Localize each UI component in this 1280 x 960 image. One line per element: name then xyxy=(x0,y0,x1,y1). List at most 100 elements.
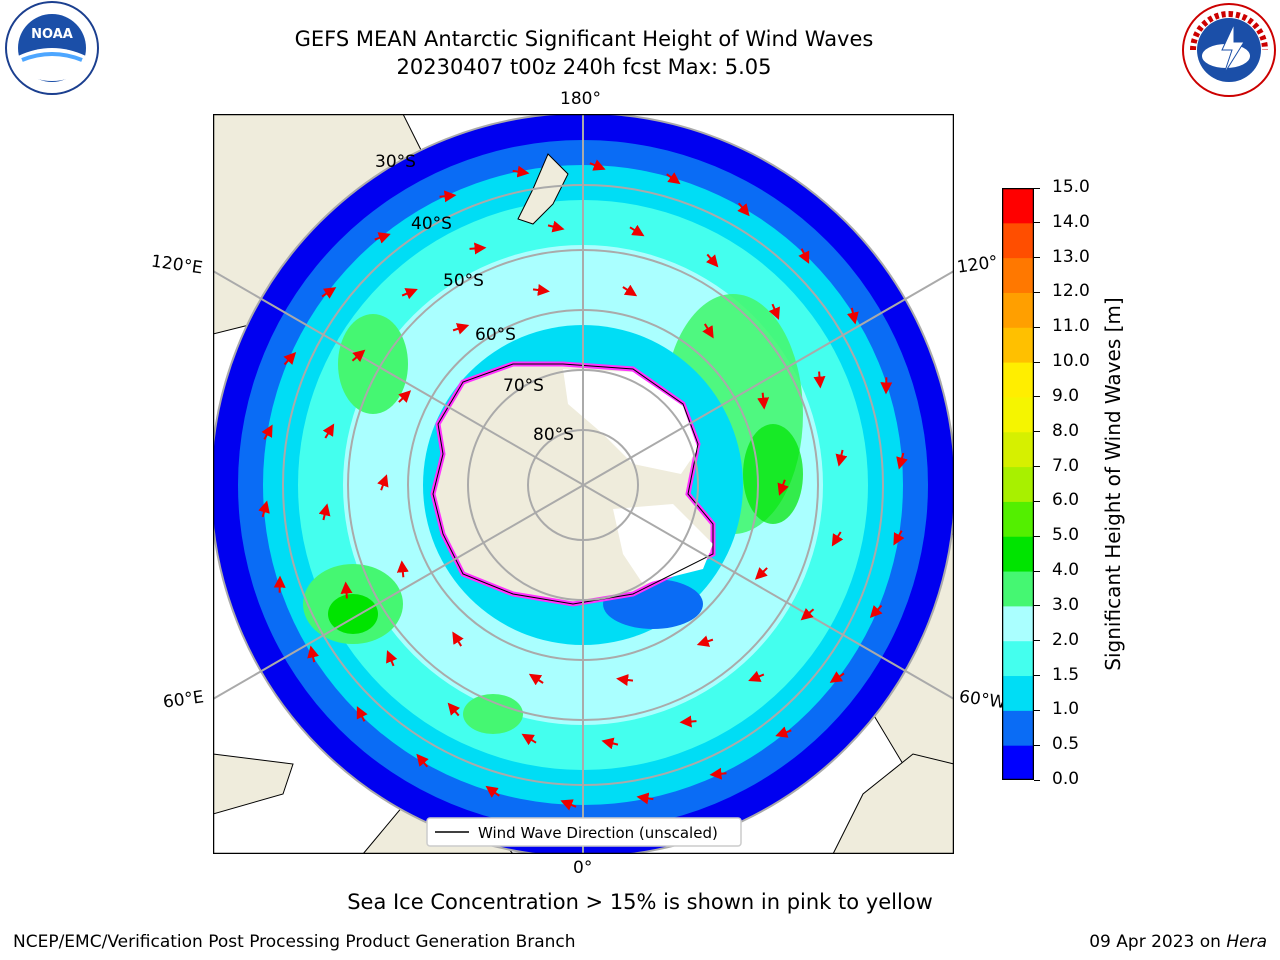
colorbar-tick-mark xyxy=(1034,675,1040,677)
wave-direction-arrow xyxy=(757,392,770,410)
wave-direction-arrow xyxy=(798,248,810,264)
wave-direction-arrow xyxy=(452,631,464,647)
wave-direction-arrow xyxy=(532,283,550,296)
colorbar-tick-label: 14.0 xyxy=(1052,211,1090,232)
footer-date-text: 09 Apr 2023 on xyxy=(1089,932,1227,952)
colorbar-tick-label: 1.0 xyxy=(1052,699,1080,720)
colorbar-tick-label: 4.0 xyxy=(1052,560,1080,581)
wave-direction-arrow xyxy=(439,190,457,203)
colorbar-tick-label: 0.0 xyxy=(1052,769,1080,789)
wave-direction-arrow xyxy=(261,424,273,440)
wave-direction-arrow xyxy=(829,671,845,683)
colorbar-tick-mark xyxy=(1034,396,1040,398)
lon-label-60w: 60°W xyxy=(957,686,1008,714)
wave-direction-arrow xyxy=(283,351,297,366)
lat-label-60s: 60°S xyxy=(475,325,516,345)
chart-title: GEFS MEAN Antarctic Significant Height o… xyxy=(294,27,874,51)
lat-label-40s: 40°S xyxy=(411,214,452,234)
colorbar-segment xyxy=(1002,257,1034,293)
wave-direction-arrow xyxy=(813,371,826,389)
colorbar-segment xyxy=(1002,466,1034,502)
lon-label-0: 0° xyxy=(573,858,593,878)
wave-direction-arrow xyxy=(560,799,577,811)
colorbar-tick-mark xyxy=(1034,431,1040,433)
colorbar-tick-label: 12.0 xyxy=(1052,281,1090,302)
wave-direction-arrow xyxy=(521,733,537,746)
colorbar-tick-mark xyxy=(1034,605,1040,607)
wave-direction-arrow xyxy=(709,767,727,780)
wave-direction-arrow xyxy=(374,232,391,244)
colorbar-tick-mark xyxy=(1034,361,1040,363)
colorbar-segment xyxy=(1002,222,1034,259)
colorbar-segment xyxy=(1002,675,1034,711)
wave-direction-arrow xyxy=(777,479,789,496)
wave-direction-arrow xyxy=(386,650,398,667)
wave-direction-arrow xyxy=(768,303,780,320)
wave-direction-arrow xyxy=(589,159,606,171)
wave-direction-arrow xyxy=(847,307,859,325)
colorbar xyxy=(1002,188,1034,780)
wave-direction-arrow xyxy=(666,172,681,185)
lat-label-70s: 70°S xyxy=(503,376,544,396)
wave-direction-arrow xyxy=(629,224,645,237)
colorbar-tick-mark xyxy=(1034,640,1040,642)
wave-direction-arrow xyxy=(351,349,366,363)
wave-direction-arrow xyxy=(485,785,500,798)
wave-direction-arrow xyxy=(869,604,883,619)
lat-label-80s: 80°S xyxy=(533,425,574,445)
legend-label: Wind Wave Direction (unscaled) xyxy=(478,824,718,842)
lat-label-30s: 30°S xyxy=(375,152,416,172)
colorbar-tick-label: 6.0 xyxy=(1052,490,1080,511)
colorbar-segment xyxy=(1002,640,1034,677)
colorbar-tick-mark xyxy=(1034,709,1040,711)
footer-credit: NCEP/EMC/Verification Post Processing Pr… xyxy=(13,932,576,952)
wave-direction-arrow xyxy=(601,737,619,750)
wave-direction-arrow xyxy=(322,423,335,439)
colorbar-segment xyxy=(1002,501,1034,537)
wave-direction-arrow xyxy=(258,500,270,518)
wave-direction-arrow xyxy=(616,674,634,687)
colorbar-tick-label: 5.0 xyxy=(1052,525,1080,546)
colorbar-tick-label: 3.0 xyxy=(1052,594,1080,615)
colorbar-tick-label: 11.0 xyxy=(1052,316,1090,337)
colorbar-tick-mark xyxy=(1034,326,1040,328)
wave-direction-arrow xyxy=(307,645,319,663)
wave-direction-arrow xyxy=(636,792,654,805)
colorbar-tick-label: 10.0 xyxy=(1052,351,1090,372)
colorbar-tick-label: 15.0 xyxy=(1052,177,1090,197)
wave-direction-arrow xyxy=(831,531,844,547)
wave-direction-arrow xyxy=(340,581,353,599)
lon-label-120w: 120° xyxy=(955,252,1000,278)
colorbar-tick-label: 8.0 xyxy=(1052,420,1080,441)
colorbar-tick-mark xyxy=(1034,500,1040,502)
wave-direction-arrow xyxy=(835,449,848,467)
colorbar-tick-mark xyxy=(1034,466,1040,468)
colorbar-segment xyxy=(1002,536,1034,572)
colorbar-tick-mark xyxy=(1034,187,1040,189)
wave-direction-arrow xyxy=(705,253,719,268)
colorbar-tick-mark xyxy=(1034,744,1040,746)
wave-direction-arrow xyxy=(321,287,337,299)
colorbar-segment xyxy=(1002,745,1034,780)
colorbar-segment xyxy=(1002,605,1034,642)
colorbar-tick-mark xyxy=(1034,222,1040,224)
colorbar-segment xyxy=(1002,710,1034,746)
colorbar-tick-label: 2.0 xyxy=(1052,629,1080,650)
wave-direction-arrow xyxy=(398,390,412,403)
map-legend: Wind Wave Direction (unscaled) xyxy=(426,817,742,847)
wave-direction-arrow xyxy=(528,673,544,686)
polar-map: 30°S 40°S 50°S 60°S 70°S 80°S Wind Wave … xyxy=(213,114,954,854)
colorbar-tick-mark xyxy=(1034,535,1040,537)
colorbar-tick-mark xyxy=(1034,570,1040,572)
wave-direction-arrow xyxy=(702,323,714,339)
wave-direction-arrow xyxy=(893,530,905,546)
colorbar-tick-mark xyxy=(1034,291,1040,293)
wave-direction-arrow xyxy=(401,288,418,300)
noaa-logo: NOAA xyxy=(5,1,99,95)
colorbar-tick-mark xyxy=(1034,257,1040,259)
noaa-logo-text: NOAA xyxy=(31,27,73,42)
wave-direction-arrow xyxy=(547,220,565,233)
wave-direction-arrow xyxy=(896,452,908,470)
lat-label-50s: 50°S xyxy=(443,271,484,291)
wave-direction-arrow xyxy=(679,715,697,728)
